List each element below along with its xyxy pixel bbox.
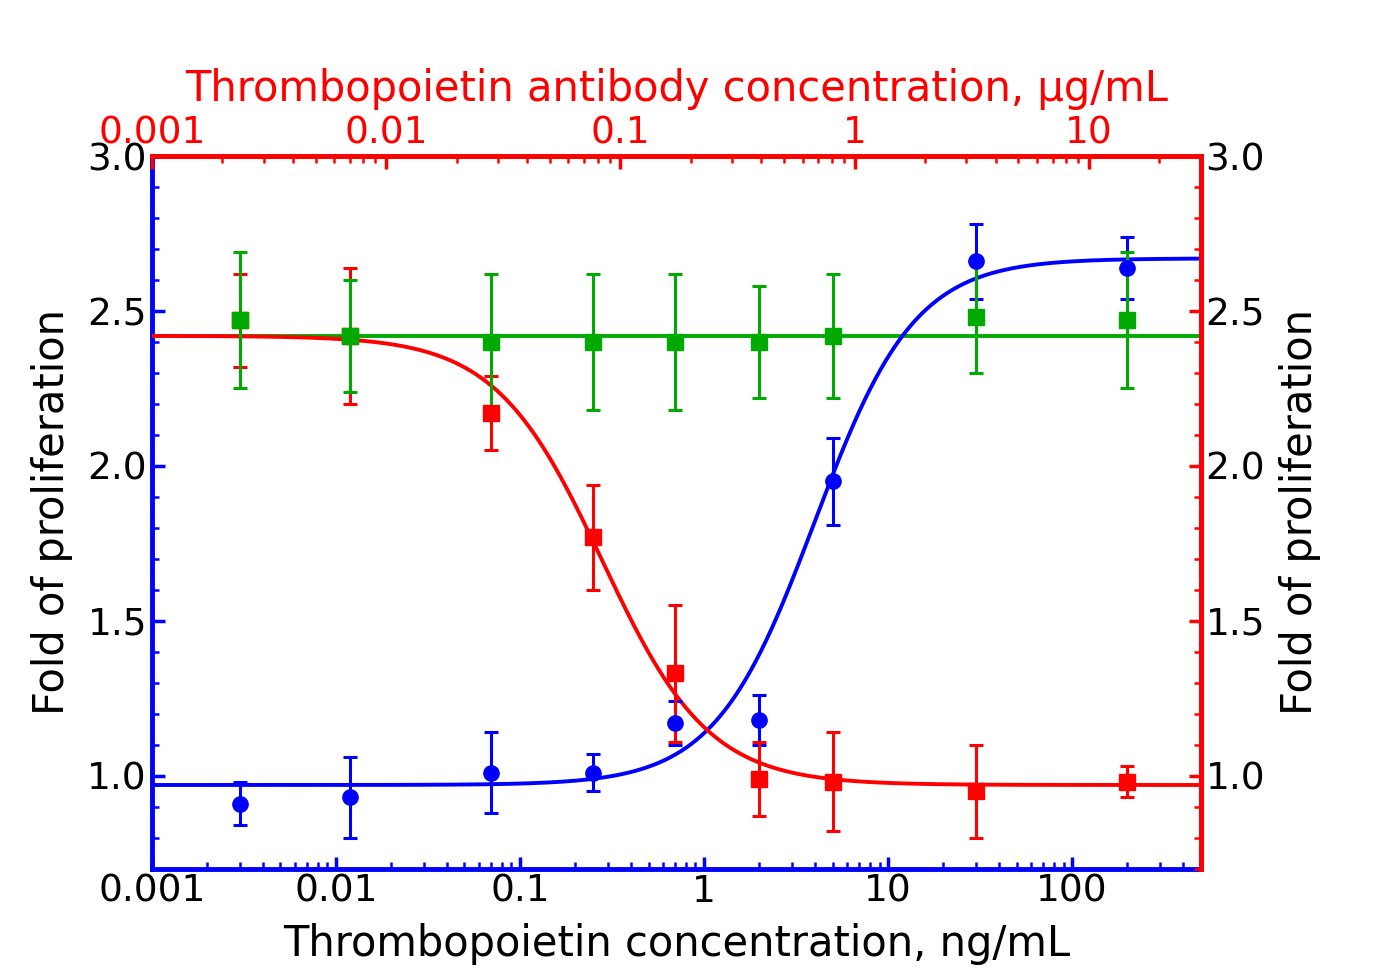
X-axis label: Thrombopoietin antibody concentration, μg/mL: Thrombopoietin antibody concentration, μ… — [185, 68, 1167, 110]
Y-axis label: Fold of proliferation: Fold of proliferation — [32, 309, 73, 715]
Y-axis label: Fold of proliferation: Fold of proliferation — [1279, 309, 1321, 715]
X-axis label: Thrombopoietin concentration, ng/mL: Thrombopoietin concentration, ng/mL — [283, 923, 1070, 965]
